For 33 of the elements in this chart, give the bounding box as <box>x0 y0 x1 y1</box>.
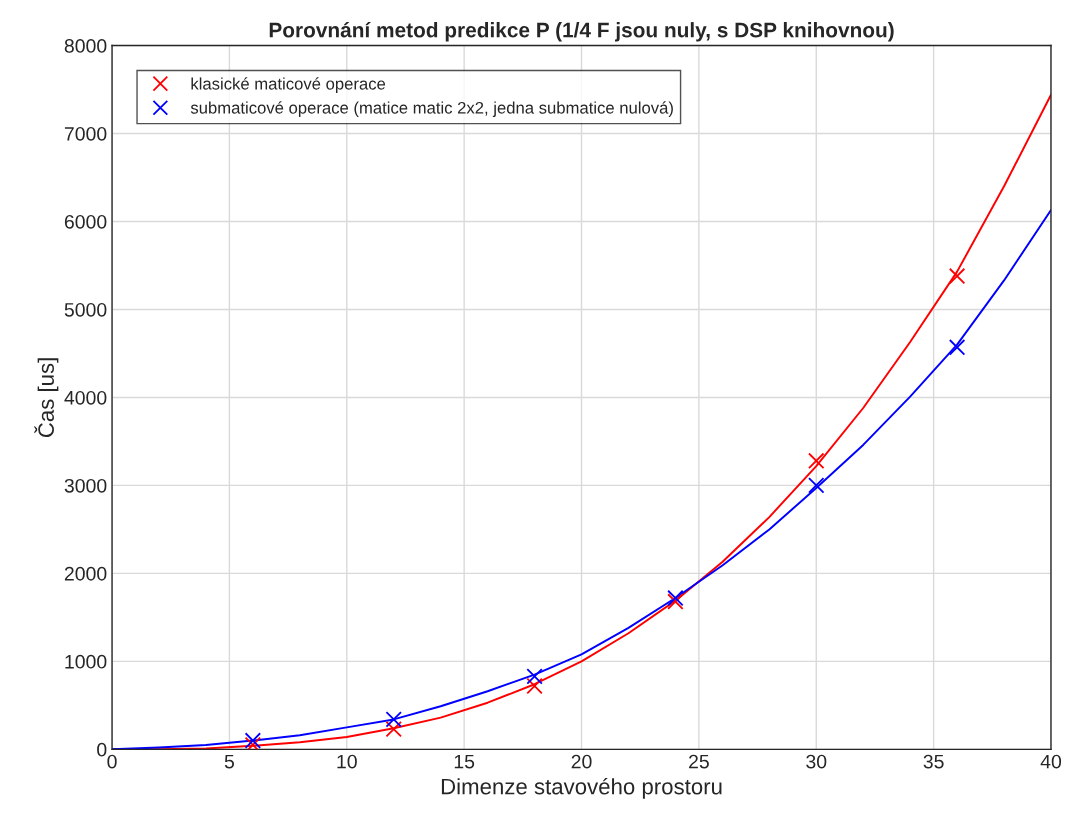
point <box>808 452 825 469</box>
x-tick-label: 15 <box>454 754 475 769</box>
y-tick-label: 0 <box>97 742 107 757</box>
legend-label: klasické maticové operace <box>191 77 386 93</box>
chart-title: Porovnání metod predikce P (1/4 F jsou nuly, s DSP knihovnou) <box>269 21 894 42</box>
y-tick-label: 6000 <box>64 214 107 229</box>
x-axis-title: Dimenze stavového prostoru <box>441 777 722 799</box>
y-tick-label: 5000 <box>64 302 107 317</box>
y-tick-label: 7000 <box>64 126 107 141</box>
point <box>948 339 966 356</box>
x-tick-label: 35 <box>923 754 944 769</box>
point <box>948 267 966 285</box>
point <box>667 593 684 610</box>
y-tick-label: 1000 <box>65 654 107 669</box>
x-tick-label: 5 <box>224 754 234 769</box>
point <box>385 711 402 728</box>
legend-label: submaticové operace (matice matic 2x2, jedna submatice nulová) <box>190 101 673 117</box>
x-tick-label: 30 <box>806 754 827 769</box>
point <box>808 477 825 494</box>
x-tick-label: 10 <box>337 754 357 769</box>
point <box>526 668 543 685</box>
point <box>244 732 262 749</box>
point <box>667 589 684 607</box>
y-tick-label: 2000 <box>64 566 107 581</box>
y-tick-label: 3000 <box>64 478 107 493</box>
y-tick-label: 8000 <box>64 39 107 53</box>
x-tick-label: 25 <box>689 754 709 769</box>
y-axis-title: Čas [us] <box>34 358 59 438</box>
point <box>244 736 262 750</box>
x-tick-label: 40 <box>1040 754 1062 769</box>
x-tick-label: 20 <box>571 754 592 769</box>
y-tick-label: 4000 <box>64 390 107 405</box>
x-tick-label: 0 <box>107 754 117 769</box>
